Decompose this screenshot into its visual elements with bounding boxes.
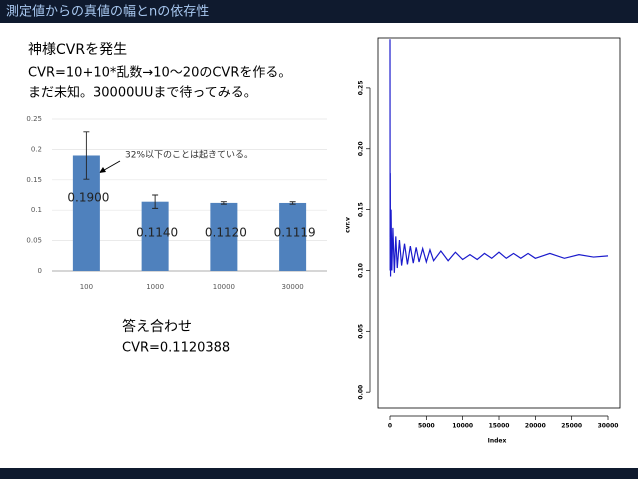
y-tick-label: 0.1 <box>31 206 42 214</box>
title-bar <box>0 0 638 23</box>
x-tick-label: 20000 <box>525 423 546 430</box>
x-tick-label: 5000 <box>418 423 435 430</box>
x-tick-label: 10000 <box>452 423 473 430</box>
y-tick-label: 0.05 <box>358 324 365 339</box>
y-tick-label: 0.25 <box>26 115 42 123</box>
y-tick-label: 0.10 <box>358 263 365 278</box>
x-axis-label: Index <box>488 438 507 445</box>
y-tick-label: 0.15 <box>26 176 42 184</box>
x-tick-label: 1000 <box>146 283 164 291</box>
answer-value: CVR=0.1120388 <box>122 341 230 356</box>
annotation: 32%以下のことは起きている。 <box>125 150 253 161</box>
error-bar <box>83 131 90 180</box>
y-axis-label: cvr.v <box>345 217 352 233</box>
line-series <box>389 39 609 277</box>
arrow-head <box>99 167 106 173</box>
text-line: CVR=10+10*乱数→10〜20のCVRを作る。 <box>28 66 291 81</box>
data-label: 0.1140 <box>136 226 178 240</box>
x-tick-label: 30000 <box>281 283 303 291</box>
data-label: 0.1900 <box>67 191 109 205</box>
data-label: 0.1119 <box>274 226 316 240</box>
y-tick-label: 0.15 <box>358 202 365 217</box>
footer-bar <box>0 468 638 479</box>
plot-box <box>377 37 621 409</box>
x-tick-label: 100 <box>80 283 93 291</box>
bar <box>279 202 307 271</box>
x-tick-label: 10000 <box>213 283 235 291</box>
y-tick-label: 0.20 <box>358 141 365 156</box>
data-label: 0.1120 <box>205 226 247 240</box>
y-tick-label: 0.00 <box>358 385 365 400</box>
x-tick-label: 0 <box>388 423 392 430</box>
x-tick-label: 15000 <box>489 423 510 430</box>
bar <box>141 201 169 271</box>
y-tick-label: 0.05 <box>26 237 42 245</box>
y-tick-label: 0.2 <box>31 145 42 153</box>
text-line: まだ未知。30000UUまで待ってみる。 <box>28 85 257 101</box>
text-line: 神様CVRを発生 <box>28 42 127 58</box>
y-tick-label: 0.25 <box>358 80 365 95</box>
error-bar <box>289 201 296 205</box>
error-bar <box>152 194 159 209</box>
x-tick-label: 30000 <box>598 423 619 430</box>
y-tick-label: 0 <box>38 267 42 275</box>
slide-title: 測定値からの真値の幅とnの依存性 <box>6 4 209 20</box>
error-bar <box>220 201 227 205</box>
bar <box>210 202 238 271</box>
answer-title: 答え合わせ <box>122 318 192 335</box>
x-tick-label: 25000 <box>561 423 582 430</box>
